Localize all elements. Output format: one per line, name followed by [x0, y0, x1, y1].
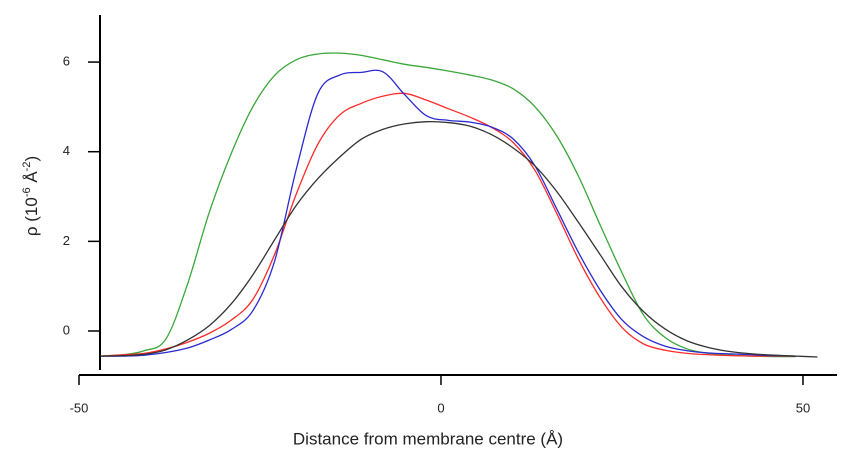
y-tick-label: 6: [63, 54, 70, 69]
x-tick-label: 50: [796, 400, 810, 415]
series-line: [100, 52, 796, 358]
y-axis-label: ρ (10-6 Å-2): [21, 156, 42, 236]
x-axis-label: Distance from membrane centre (Å): [293, 429, 563, 448]
series-line: [100, 120, 818, 358]
series-line: [100, 69, 796, 357]
y-label-part: Å: [22, 171, 41, 188]
y-label-part: ρ (10: [22, 197, 41, 236]
y-label-part: ): [22, 156, 41, 162]
y-tick-label: 4: [63, 143, 70, 158]
y-tick-label: 0: [63, 322, 70, 337]
x-tick-label: -50: [70, 400, 89, 415]
y-label-superscript: -2: [21, 162, 33, 172]
series-line: [100, 92, 796, 357]
y-label-superscript: -6: [21, 187, 33, 197]
y-tick-label: 2: [63, 233, 70, 248]
x-tick-label: 0: [437, 400, 444, 415]
